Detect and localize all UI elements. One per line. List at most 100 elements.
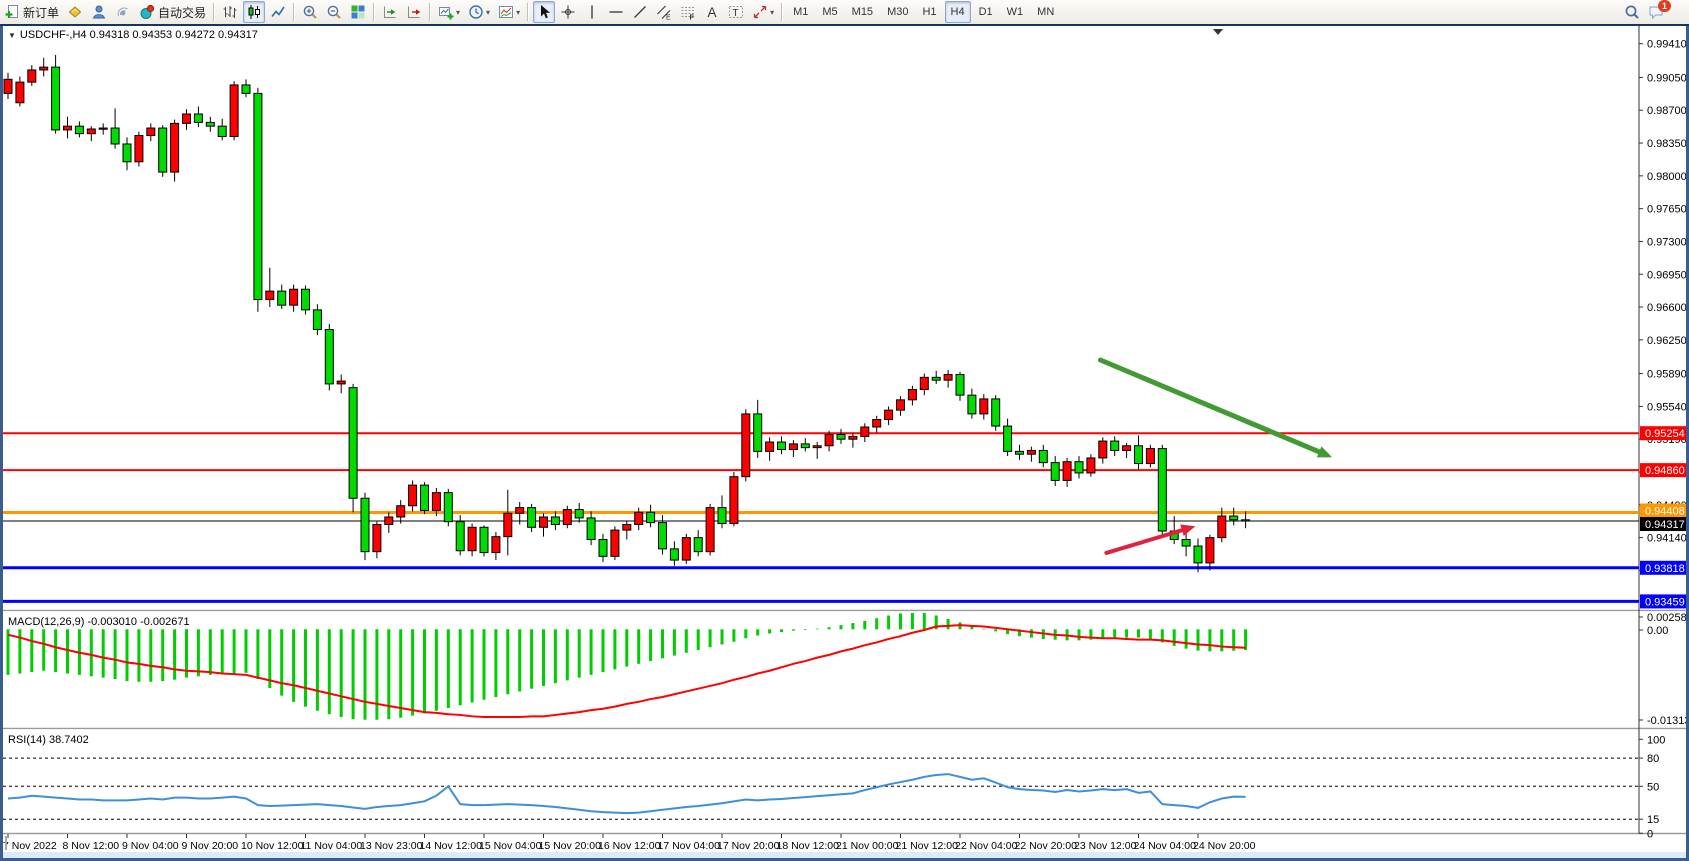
crosshair-icon (560, 4, 576, 20)
horizontal-line-button[interactable] (605, 1, 627, 23)
svg-text:11 Nov 04:00: 11 Nov 04:00 (301, 840, 363, 852)
person-icon (91, 4, 107, 20)
bull-candle (1205, 537, 1215, 564)
search-button[interactable] (1621, 1, 1643, 23)
svg-text:0.96950: 0.96950 (1647, 269, 1687, 281)
label-button[interactable]: T (725, 1, 747, 23)
bull-candle (3, 78, 13, 94)
bull-candle (824, 434, 834, 447)
bull-candle (848, 435, 858, 440)
downtrend-arrow[interactable] (1097, 357, 1333, 458)
timeframe-h1[interactable]: H1 (916, 1, 942, 23)
svg-text:17 Nov 04:00: 17 Nov 04:00 (658, 840, 721, 852)
macd-signal-line (7, 624, 1246, 719)
bear-candle (277, 290, 287, 306)
svg-text:10 Nov 12:00: 10 Nov 12:00 (241, 840, 304, 852)
notifications-button[interactable]: 1 (1645, 0, 1680, 23)
bid-line-tag (1640, 517, 1689, 532)
line-chart-button[interactable] (267, 1, 289, 23)
auto-trading-button[interactable]: 自动交易 (136, 1, 209, 23)
toolbar-separator (293, 3, 296, 21)
svg-text:16 Nov 12:00: 16 Nov 12:00 (598, 840, 661, 852)
zoom-in-button[interactable] (299, 1, 321, 23)
bear-candle (527, 507, 537, 528)
bear-candle (420, 484, 429, 511)
timeframe-m1[interactable]: M1 (787, 1, 814, 23)
gold-button[interactable] (64, 1, 86, 23)
bear-candle (110, 127, 120, 145)
text-button[interactable]: A (701, 1, 723, 23)
bull-candle (134, 135, 144, 163)
auto-scroll-button[interactable] (403, 1, 425, 23)
tile-windows-button[interactable] (347, 1, 369, 23)
support-2-tag (1640, 594, 1689, 609)
cursor-button[interactable] (533, 1, 556, 23)
zoom-out-icon (326, 4, 342, 20)
horizontal-line-icon (608, 4, 624, 20)
chart-shift-marker-icon[interactable] (1213, 29, 1223, 35)
bear-candle (967, 394, 977, 415)
svg-text:50: 50 (1647, 781, 1659, 793)
new-chart-icon (438, 4, 454, 20)
fibonacci-icon: F (680, 4, 696, 20)
timeframe-mn[interactable]: MN (1031, 1, 1060, 23)
periods-button[interactable]: ▾ (465, 1, 493, 23)
templates-button[interactable]: ▾ (495, 1, 523, 23)
label-icon: T (728, 4, 744, 20)
bar-chart-button[interactable] (219, 1, 241, 23)
support-bounce-arrow[interactable] (1104, 524, 1196, 555)
svg-text:21 Nov 00:00: 21 Nov 00:00 (836, 840, 899, 852)
channel-button[interactable]: E (653, 1, 675, 23)
zoom-out-button[interactable] (323, 1, 345, 23)
bull-candle (681, 537, 691, 561)
timeframe-d1[interactable]: D1 (973, 1, 999, 23)
time-axis[interactable]: 7 Nov 2022 8 Nov 12:00 9 Nov 04:00 9 Nov 20… (3, 834, 1256, 852)
bull-candle (610, 529, 620, 557)
svg-text:80: 80 (1647, 753, 1659, 765)
svg-text:13 Nov 23:00: 13 Nov 23:00 (360, 840, 423, 852)
timeframe-m15[interactable]: M15 (846, 1, 879, 23)
arrows-icon (752, 4, 768, 20)
price-chart-canvas[interactable]: 0.99410 0.99050 0.98700 0.98350 0.98000 0.976… (0, 26, 1689, 861)
bull-candle (729, 476, 739, 525)
bear-candle (1110, 440, 1120, 451)
new-order-button[interactable]: 新订单 (1, 1, 62, 23)
vertical-line-button[interactable] (581, 1, 603, 23)
bear-candle (1193, 545, 1203, 564)
timeframe-m5[interactable]: M5 (816, 1, 843, 23)
price-axis[interactable]: 0.99410 0.99050 0.98700 0.98350 0.98000 0.976… (1639, 39, 1687, 578)
svg-text:0.98000: 0.98000 (1647, 171, 1687, 183)
dropdown-caret-icon[interactable]: ▾ (456, 7, 461, 17)
new-chart-button[interactable]: ▾ (435, 1, 463, 23)
timeframe-h4-label: H4 (950, 6, 965, 18)
cursor-icon (536, 4, 552, 20)
dropdown-caret-icon[interactable]: ▾ (486, 7, 491, 17)
svg-text:T: T (733, 8, 739, 19)
price-tags: 0.95254 0.94860 0.94408 0.94317 0.93818 0.934… (1640, 426, 1689, 609)
candlestick-button[interactable] (243, 1, 266, 23)
bull-candle (1086, 457, 1096, 474)
timeframe-m30[interactable]: M30 (881, 1, 914, 23)
chart-title-collapse-icon[interactable]: ▼ (8, 31, 16, 40)
bear-candle (74, 125, 84, 135)
dropdown-caret-icon[interactable]: ▾ (516, 7, 521, 17)
dropdown-caret-icon[interactable]: ▾ (770, 7, 775, 17)
fibonacci-button[interactable]: F (677, 1, 699, 23)
bull-candle (919, 376, 929, 391)
chart-shift-button[interactable] (379, 1, 401, 23)
svg-text:15 Nov 04:00: 15 Nov 04:00 (479, 840, 542, 852)
crosshair-button[interactable] (557, 1, 579, 23)
broadcast-button[interactable] (112, 1, 134, 23)
resistance-2-tag (1640, 463, 1689, 478)
bull-candle (503, 512, 513, 538)
bear-candle (1157, 448, 1167, 532)
accounts-button[interactable] (88, 1, 110, 23)
trendline-button[interactable] (629, 1, 651, 23)
svg-text:0.98700: 0.98700 (1647, 105, 1687, 117)
svg-text:F: F (690, 13, 695, 21)
horizontal-scrollbar[interactable] (0, 852, 1689, 858)
bull-candle (229, 84, 239, 137)
timeframe-w1[interactable]: W1 (1001, 1, 1030, 23)
arrows-button[interactable]: ▾ (749, 1, 777, 23)
timeframe-h4[interactable]: H4 (944, 1, 971, 23)
